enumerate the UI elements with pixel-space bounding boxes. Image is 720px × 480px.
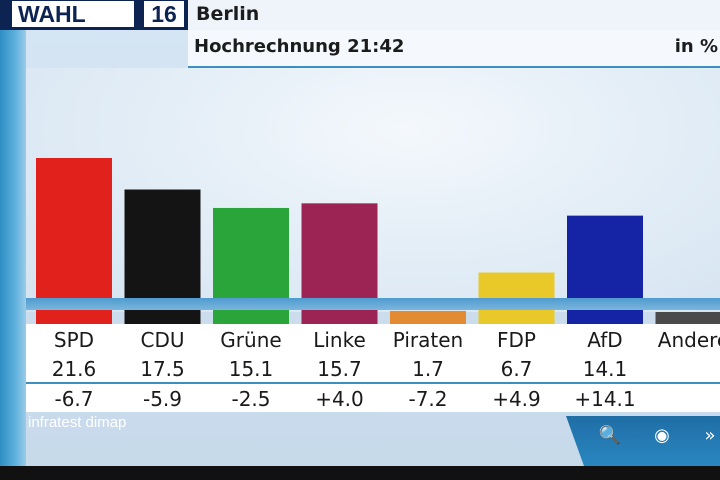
- unit-label: in %: [674, 36, 718, 57]
- chart-subtitle: Hochrechnung 21:42: [194, 36, 405, 57]
- change-label-piraten: -7.2: [408, 387, 448, 411]
- party-label-andere: Andere: [657, 328, 720, 352]
- party-label-grune: Grüne: [220, 328, 282, 352]
- chart-baseline: [26, 298, 720, 310]
- value-label-fdp: 6.7: [500, 357, 533, 381]
- bar-andere: [655, 312, 720, 324]
- party-label-fdp: FDP: [497, 328, 536, 352]
- value-label-afd: 14.1: [582, 357, 628, 381]
- party-value-row: 21.6 17.5 15.1 15.7 1.7 6.7 14.1: [26, 354, 720, 384]
- value-label-linke: 15.7: [317, 357, 362, 381]
- party-label-piraten: Piraten: [392, 328, 464, 352]
- forward-icon[interactable]: »: [704, 425, 716, 446]
- source-label: infratest dimap: [28, 414, 127, 431]
- value-label-piraten: 1.7: [412, 357, 444, 381]
- record-icon[interactable]: ◉: [654, 425, 670, 446]
- value-label-grune: 15.1: [228, 357, 274, 381]
- bar-spd: [36, 158, 112, 324]
- change-label-andere: [650, 384, 720, 412]
- party-change-row: -6.7 -5.9 -2.5 +4.0 -7.2 +4.9 +14.1: [26, 384, 720, 412]
- party-label-spd: SPD: [53, 328, 95, 352]
- change-label-cdu: -5.9: [142, 387, 183, 411]
- bottom-band: [0, 466, 720, 480]
- change-label-afd: +14.1: [574, 387, 636, 411]
- change-label-fdp: +4.9: [492, 387, 541, 411]
- change-label-linke: +4.0: [315, 387, 364, 411]
- subtitle-box: Hochrechnung 21:42 in %: [188, 30, 720, 68]
- logo-year: 16: [144, 1, 184, 27]
- party-label-linke: Linke: [313, 328, 366, 352]
- logo-bar: WAHL 16: [0, 0, 188, 30]
- value-label-cdu: 17.5: [140, 357, 185, 381]
- value-label-andere: [650, 354, 720, 382]
- left-decor-strip: [0, 30, 26, 480]
- change-label-spd: -6.7: [54, 387, 94, 411]
- party-label-afd: AfD: [587, 328, 623, 352]
- logo-wahl: WAHL: [12, 1, 134, 27]
- party-name-row: SPD CDU Grüne Linke Piraten FDP AfD Andere: [26, 324, 720, 354]
- bar-piraten: [390, 310, 466, 324]
- change-label-grune: -2.5: [231, 387, 271, 411]
- state-title: Berlin: [196, 3, 260, 25]
- party-label-cdu: CDU: [140, 328, 185, 352]
- footer-control-tab: [566, 416, 720, 466]
- value-label-spd: 21.6: [51, 357, 97, 381]
- state-title-box: Berlin: [188, 0, 720, 30]
- search-icon[interactable]: 🔍: [598, 425, 622, 446]
